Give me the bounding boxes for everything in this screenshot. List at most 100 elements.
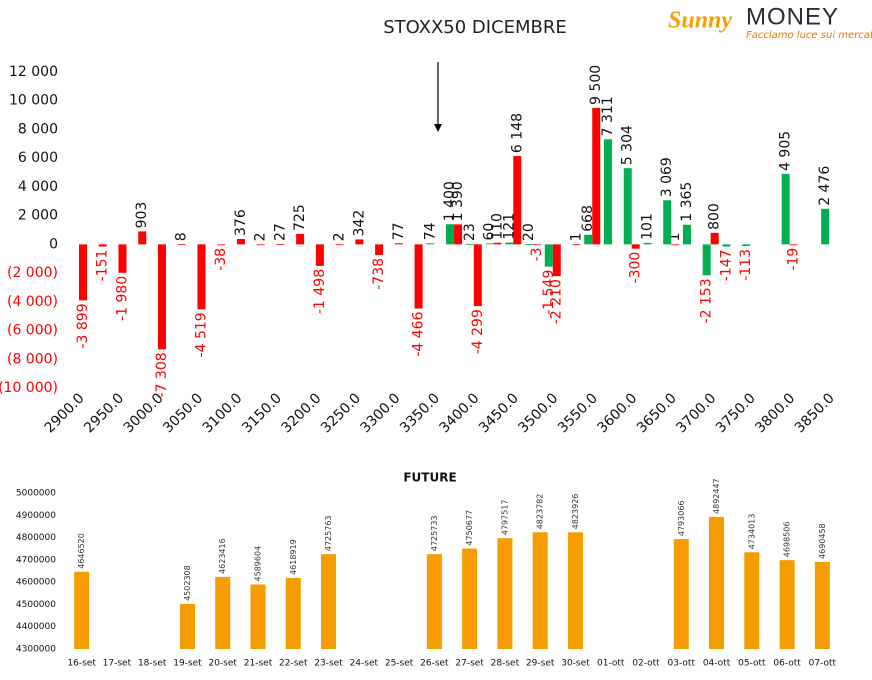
value-label: 4823926 <box>571 494 580 530</box>
bar <box>572 244 581 246</box>
bar <box>215 576 231 649</box>
bar <box>236 238 245 245</box>
value-label: 60 <box>482 223 498 241</box>
bar <box>414 244 423 309</box>
x-tick-label: 20-set <box>208 659 237 669</box>
y-tick-label: 4400000 <box>16 622 56 632</box>
bar <box>426 554 442 649</box>
bar <box>702 244 711 276</box>
value-label: 77 <box>391 222 407 240</box>
x-tick-label: 16-set <box>67 659 96 669</box>
bar <box>663 200 672 245</box>
bar <box>781 173 790 245</box>
value-label: 7 311 <box>600 96 616 136</box>
bar <box>525 244 534 245</box>
x-tick-label: 02-ott <box>632 659 660 669</box>
value-label: 20 <box>521 223 537 241</box>
value-label: -2 210 <box>549 279 565 324</box>
x-tick-label: 24-set <box>350 659 379 669</box>
bar <box>744 552 760 649</box>
arrow-head <box>434 124 442 132</box>
bar <box>296 233 305 245</box>
bar <box>462 548 478 649</box>
y-tick-label: 4700000 <box>16 555 56 565</box>
value-label: -4 466 <box>411 311 427 356</box>
bar <box>603 139 612 245</box>
logo-brand: Sunny <box>668 8 732 34</box>
value-label: 725 <box>292 204 308 231</box>
bar <box>426 243 435 245</box>
value-label: 1 400 <box>442 181 458 221</box>
value-label: 8 <box>174 232 190 241</box>
value-label: 4823782 <box>536 494 545 530</box>
y-tick-label: (8 000) <box>7 351 58 367</box>
y-tick-label: 2 000 <box>18 208 58 224</box>
value-label: 4892447 <box>712 478 721 514</box>
x-tick-label: 01-ott <box>597 659 625 669</box>
value-label: 4623416 <box>218 538 227 574</box>
value-label: 110 <box>490 213 506 240</box>
value-label: -113 <box>738 249 754 281</box>
logo-tagline: Facciamo luce sui mercati <box>746 30 872 41</box>
bar <box>532 532 548 649</box>
value-label: -7 308 <box>154 352 170 397</box>
value-label: 3 069 <box>659 157 675 197</box>
value-label: 2 <box>253 232 269 241</box>
value-label: 4690458 <box>818 523 827 559</box>
value-label: -4 299 <box>470 309 486 354</box>
bar <box>197 244 206 310</box>
bar <box>552 244 561 277</box>
x-tick-label: 26-set <box>420 659 449 669</box>
value-label: 121 <box>501 213 517 240</box>
y-tick-label: 4900000 <box>16 511 56 521</box>
bar <box>682 224 691 245</box>
bar <box>567 532 583 649</box>
bar <box>584 234 593 245</box>
value-label: -4 519 <box>193 312 209 357</box>
value-label: 376 <box>233 209 249 236</box>
y-tick-label: 10 000 <box>9 93 58 109</box>
value-label: 4589604 <box>254 546 263 582</box>
value-label: 1 390 <box>450 181 466 221</box>
bar <box>631 244 640 249</box>
bar <box>742 244 751 246</box>
value-label: 23 <box>462 223 478 241</box>
x-tick-label: 29-set <box>526 659 555 669</box>
bar <box>446 224 455 245</box>
value-label: 4698506 <box>783 522 792 558</box>
bar <box>98 244 107 247</box>
bar <box>315 244 324 266</box>
value-label: -1 549 <box>541 270 557 315</box>
value-label: 4793066 <box>677 500 686 536</box>
x-tick-label: 30-set <box>561 659 590 669</box>
bar <box>179 603 195 649</box>
bar <box>157 244 166 350</box>
bar <box>256 244 265 246</box>
value-label: -2 153 <box>699 278 715 323</box>
bar <box>821 208 830 245</box>
x-tick-label: 17-set <box>103 659 132 669</box>
bar <box>465 244 474 245</box>
value-label: -300 <box>628 252 644 284</box>
value-label: 1 <box>569 232 585 241</box>
value-label: 2 <box>332 232 348 241</box>
bar <box>394 243 403 245</box>
value-label: 1 365 <box>679 182 695 222</box>
bar <box>643 242 652 245</box>
value-label: 1 <box>667 232 683 241</box>
bar <box>79 244 87 301</box>
bar <box>355 239 364 245</box>
bar <box>623 168 632 245</box>
logo-brand: MONEY <box>746 3 839 30</box>
y-tick-label: 4300000 <box>16 645 56 655</box>
value-label: 5 304 <box>620 125 636 165</box>
y-tick-label: (6 000) <box>7 323 58 339</box>
bar <box>454 224 463 245</box>
bar <box>505 242 514 245</box>
value-label: -1 498 <box>312 269 328 314</box>
value-label: 4 905 <box>778 131 794 171</box>
bar <box>710 232 719 245</box>
x-tick-label: 28-set <box>491 659 520 669</box>
bar <box>533 244 542 246</box>
y-tick-label: (10 000) <box>0 380 58 396</box>
